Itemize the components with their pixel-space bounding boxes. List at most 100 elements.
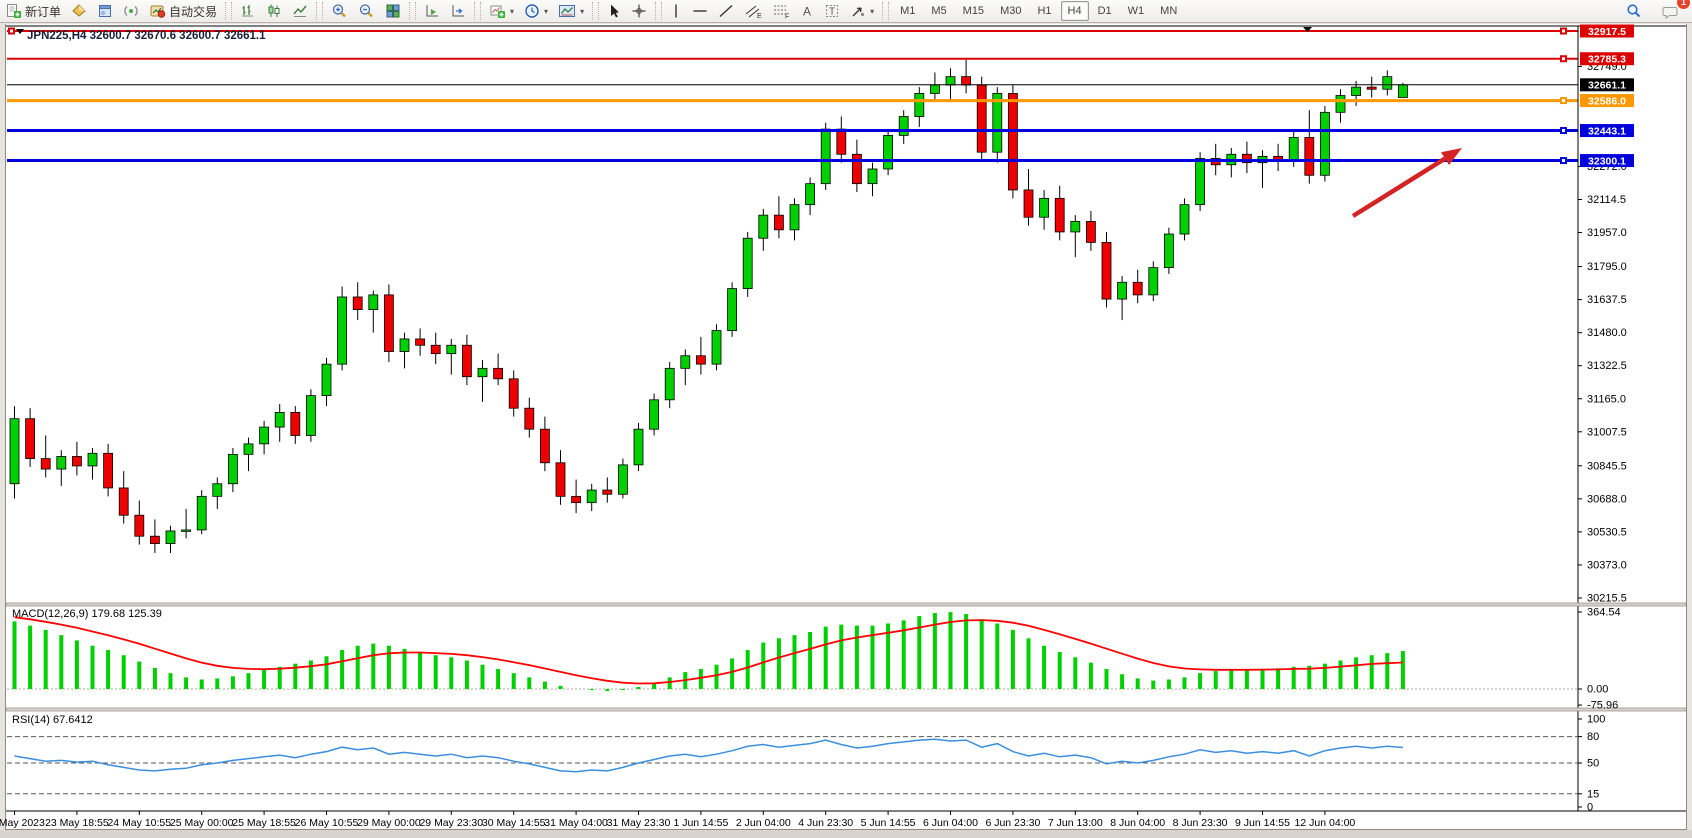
horizontal-line-tool[interactable] xyxy=(687,0,713,22)
channel-icon: E xyxy=(745,5,762,19)
trendline-tool[interactable] xyxy=(713,0,739,22)
price-label-box xyxy=(1580,94,1634,108)
period-clock-button[interactable]: ▾ xyxy=(519,0,553,22)
arrows-icon xyxy=(852,7,865,17)
toolbar-separator xyxy=(592,2,600,20)
bear-candle xyxy=(1101,242,1112,300)
notifications-button[interactable]: 1 xyxy=(1657,0,1690,22)
macd-pane-splitter[interactable] xyxy=(5,602,1687,607)
timeframe-m30[interactable]: M30 xyxy=(1000,5,1022,17)
toolbar-separator xyxy=(316,2,324,20)
bull-candle xyxy=(805,183,815,206)
line-handle-center xyxy=(1562,99,1565,103)
bull-candle xyxy=(649,399,659,430)
bear-candle xyxy=(1242,153,1252,164)
trend-arrow-annotation[interactable] xyxy=(1351,156,1447,218)
trend-arrow-head[interactable] xyxy=(1441,148,1462,165)
zoom-out-button[interactable] xyxy=(353,0,380,22)
template-button[interactable]: ▾ xyxy=(553,0,589,22)
price-label-text: 32661.1 xyxy=(1588,80,1626,92)
price-axis-tick-label: 30530.5 xyxy=(1587,526,1627,538)
price-label-box xyxy=(1580,24,1634,38)
autoscroll-marker-icon[interactable] xyxy=(1303,27,1312,32)
bear-candle xyxy=(852,153,862,185)
timeframe-m1[interactable]: M1 xyxy=(900,5,916,17)
chart-autoscroll-button[interactable] xyxy=(445,0,471,22)
data-window-button[interactable] xyxy=(92,0,118,22)
vertical-line-tool[interactable] xyxy=(665,0,687,22)
bull-candle xyxy=(399,338,410,352)
candlestick-chart-button[interactable] xyxy=(261,0,287,22)
crosshair-button[interactable] xyxy=(626,0,652,22)
time-axis-label: 31 May 23:30 xyxy=(607,817,671,829)
timeframe-h1[interactable]: H1 xyxy=(1037,5,1052,17)
text-icon: A xyxy=(803,5,811,19)
bar-chart-button[interactable] xyxy=(235,0,261,22)
bear-candle xyxy=(1086,221,1096,243)
bull-candle xyxy=(1148,267,1159,296)
rsi-axis-tick-label: 50 xyxy=(1587,758,1599,770)
time-axis-label: 23 May 18:55 xyxy=(45,817,109,829)
chart-background[interactable] xyxy=(6,24,1686,829)
timeframe-h4[interactable]: H4 xyxy=(1060,1,1089,21)
text-label-tool[interactable]: T xyxy=(819,0,845,22)
equidistant-channel-tool[interactable]: E xyxy=(739,0,767,22)
zoom-in-icon xyxy=(332,4,346,18)
bull-candle xyxy=(368,294,379,310)
dropdown-arrow-icon: ▾ xyxy=(580,6,585,16)
new-order-button[interactable]: 新订单 xyxy=(0,0,66,22)
bull-candle xyxy=(633,428,644,466)
rsi-pane-splitter[interactable] xyxy=(5,707,1687,712)
fibonacci-tool[interactable]: F xyxy=(767,0,795,22)
bull-candle xyxy=(586,489,597,504)
time-axis-label: 5 Jun 14:55 xyxy=(861,817,916,829)
tile-windows-icon xyxy=(386,4,400,18)
bull-candle xyxy=(898,116,909,136)
dropdown-arrow-icon: ▾ xyxy=(510,6,515,16)
macd-axis-tick-label: 0.00 xyxy=(1587,684,1608,696)
zoom-in-button[interactable] xyxy=(326,0,353,22)
toolbar-separator xyxy=(882,2,890,20)
line-handle-center xyxy=(10,29,13,33)
bull-candle xyxy=(1382,76,1393,90)
bear-candle xyxy=(836,128,847,155)
timeframe-m15[interactable]: M15 xyxy=(962,5,985,17)
zoom-out-icon xyxy=(359,4,373,18)
price-label-box xyxy=(1580,78,1634,92)
rsi-axis-tick-label: 15 xyxy=(1587,788,1599,800)
timeframe-w1[interactable]: W1 xyxy=(1127,5,1145,17)
market-watch-button[interactable] xyxy=(66,0,92,22)
bull-candle xyxy=(9,418,20,485)
line-chart-button[interactable] xyxy=(287,0,313,22)
time-axis-label: 23 May 2023 xyxy=(0,817,45,829)
chart-shift-button[interactable] xyxy=(419,0,445,22)
text-label-icon: T xyxy=(826,5,839,18)
rsi-axis-tick-label: 100 xyxy=(1587,714,1605,726)
bear-candle xyxy=(25,418,36,459)
line-handle-center xyxy=(1562,57,1565,61)
rsi-axis-tick-label: 0 xyxy=(1587,802,1593,814)
time-axis-label: 4 Jun 23:30 xyxy=(798,817,853,829)
bull-candle xyxy=(1164,233,1174,269)
candlestick-chart-icon xyxy=(268,4,280,17)
time-axis-label: 2 Jun 04:00 xyxy=(736,817,791,829)
arrows-tool[interactable]: ▾ xyxy=(845,0,879,22)
autotrading-button[interactable]: 自动交易 xyxy=(144,0,222,22)
macd-axis-tick-label: 364.54 xyxy=(1587,606,1621,618)
bear-candle xyxy=(493,367,504,380)
bull-candle xyxy=(914,93,925,117)
search-button[interactable] xyxy=(1621,0,1647,22)
timeframe-m5[interactable]: M5 xyxy=(931,5,947,17)
cursor-button[interactable] xyxy=(602,0,626,22)
add-indicator-button[interactable]: ▾ xyxy=(484,0,519,22)
bear-candle xyxy=(540,428,550,464)
timeframe-mn[interactable]: MN xyxy=(1160,5,1178,17)
text-tool[interactable]: A xyxy=(795,0,819,22)
timeframe-d1[interactable]: D1 xyxy=(1097,5,1112,17)
timeframe-group: M1 M5 M15 M30 H1 H4 D1 W1 MN xyxy=(892,0,1185,22)
bull-candle xyxy=(789,204,800,231)
tile-windows-button[interactable] xyxy=(380,0,406,22)
signals-button[interactable] xyxy=(118,0,144,22)
time-axis-label: 25 May 00:00 xyxy=(170,817,234,829)
